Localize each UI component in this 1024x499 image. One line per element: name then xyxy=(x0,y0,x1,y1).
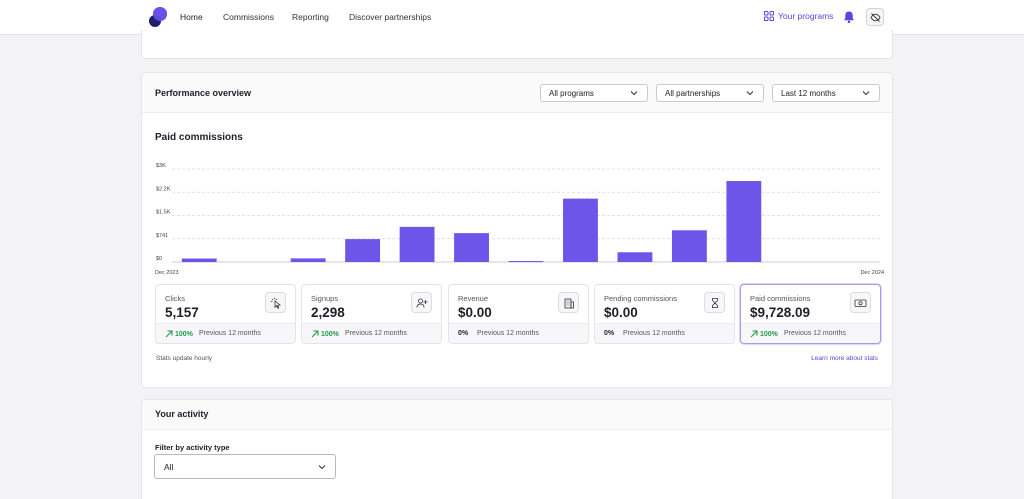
chart-bar xyxy=(563,198,598,262)
stat-value: $0.00 xyxy=(458,305,492,320)
stat-previous-label: Previous 12 months xyxy=(199,330,261,337)
chevron-down-icon xyxy=(862,91,870,96)
stat-footer: 100% Previous 12 months xyxy=(156,323,295,343)
performance-header: Performance overview All programs All pa… xyxy=(142,73,892,113)
arrow-up-right-icon xyxy=(311,330,319,338)
activity-title: Your activity xyxy=(155,409,209,419)
y-tick-label: $3K xyxy=(156,163,166,169)
your-programs-button[interactable]: Your programs xyxy=(764,11,833,21)
stat-card-revenue[interactable]: Revenue $0.00 0% Previous 12 months xyxy=(448,284,589,344)
chart-bar xyxy=(290,258,326,262)
learn-more-link[interactable]: Learn more about stats xyxy=(811,355,878,362)
chart-bar xyxy=(726,181,762,262)
activity-type-select-value: All xyxy=(164,462,174,472)
y-tick-label: $1.5K xyxy=(156,210,171,216)
chevron-down-icon xyxy=(746,91,754,96)
stat-value: 2,298 xyxy=(311,305,345,320)
stat-change: 100% xyxy=(750,330,778,338)
partnerships-select-value: All partnerships xyxy=(665,89,721,98)
stat-card-clicks[interactable]: Clicks 5,157 100% Previous 12 months xyxy=(155,284,296,344)
stat-previous-label: Previous 12 months xyxy=(623,330,685,337)
nav-home[interactable]: Home xyxy=(180,12,203,22)
stat-footer: 100% Previous 12 months xyxy=(741,323,880,343)
x-axis-end-label: Dec 2024 xyxy=(860,270,884,276)
user-plus-icon xyxy=(411,292,432,313)
chart-title: Paid commissions xyxy=(155,132,243,143)
performance-overview-card: Performance overview All programs All pa… xyxy=(141,72,893,388)
stat-card-signups[interactable]: Signups 2,298 100% Previous 12 months xyxy=(301,284,442,344)
chart-bar xyxy=(617,252,653,262)
arrow-up-right-icon xyxy=(750,330,758,338)
eye-off-icon xyxy=(869,12,881,22)
chart-bar xyxy=(399,226,435,262)
partnerships-select[interactable]: All partnerships xyxy=(656,84,764,102)
stats-update-note: Stats update hourly xyxy=(156,355,213,362)
stat-card-paid-commissions[interactable]: Paid commissions $9,728.09 100% Previous… xyxy=(740,284,881,344)
nav-discover-partnerships[interactable]: Discover partnerships xyxy=(349,12,432,22)
cursor-click-icon xyxy=(265,292,286,313)
chart-bar xyxy=(181,258,217,262)
stat-value: 5,157 xyxy=(165,305,199,320)
stat-label: Clicks xyxy=(165,294,185,303)
arrow-up-right-icon xyxy=(165,330,173,338)
stat-change: 100% xyxy=(165,330,193,338)
stat-label: Revenue xyxy=(458,294,489,303)
stat-label: Signups xyxy=(311,294,339,303)
stat-previous-label: Previous 12 months xyxy=(477,330,539,337)
building-icon xyxy=(558,292,579,313)
stat-previous-label: Previous 12 months xyxy=(345,330,407,337)
chevron-down-icon xyxy=(318,465,326,470)
x-axis-start-label: Dec 2023 xyxy=(155,270,179,276)
stat-footer: 100% Previous 12 months xyxy=(302,323,441,343)
logo[interactable] xyxy=(147,6,169,28)
chart-bar xyxy=(454,233,489,262)
your-programs-label: Your programs xyxy=(778,11,834,21)
y-tick-label: $2.2K xyxy=(156,186,171,192)
previous-card xyxy=(141,30,893,59)
your-activity-card: Your activity Filter by activity type Al… xyxy=(141,399,893,499)
chevron-down-icon xyxy=(630,91,638,96)
y-tick-label: $0 xyxy=(156,256,162,262)
hide-values-button[interactable] xyxy=(866,8,884,26)
nav-reporting[interactable]: Reporting xyxy=(292,12,329,22)
grid-icon xyxy=(764,11,774,21)
stat-change: 100% xyxy=(311,330,339,338)
stat-value: $0.00 xyxy=(604,305,638,320)
period-select[interactable]: Last 12 months xyxy=(772,84,880,102)
paid-commissions-chart: $0 $741 $1.5K $2.2K $3K Dec 2023 Dec 2024 xyxy=(155,163,884,276)
chart-bar xyxy=(345,239,381,262)
y-tick-label: $741 xyxy=(156,233,168,239)
programs-select[interactable]: All programs xyxy=(540,84,648,102)
stat-footer: 0% Previous 12 months xyxy=(595,323,734,343)
stat-label: Pending commissions xyxy=(604,294,677,303)
stat-card-pending-commissions[interactable]: Pending commissions $0.00 0% Previous 12… xyxy=(594,284,735,344)
nav-commissions[interactable]: Commissions xyxy=(223,12,275,22)
stat-change: 0% xyxy=(458,330,469,337)
activity-type-select[interactable]: All xyxy=(154,454,336,479)
stat-value: $9,728.09 xyxy=(750,305,811,320)
banknote-icon xyxy=(850,292,871,313)
performance-title: Performance overview xyxy=(155,88,252,98)
filter-label: Filter by activity type xyxy=(155,443,230,452)
activity-header: Your activity xyxy=(142,400,892,430)
stat-label: Paid commissions xyxy=(750,294,811,303)
stat-previous-label: Previous 12 months xyxy=(784,330,846,337)
stat-change: 0% xyxy=(604,330,615,337)
chart-bar xyxy=(508,261,544,263)
period-select-value: Last 12 months xyxy=(781,89,836,98)
bell-icon[interactable] xyxy=(842,10,856,24)
chart-bar xyxy=(671,230,707,262)
programs-select-value: All programs xyxy=(549,89,594,98)
hourglass-icon xyxy=(704,292,725,313)
stat-footer: 0% Previous 12 months xyxy=(449,323,588,343)
